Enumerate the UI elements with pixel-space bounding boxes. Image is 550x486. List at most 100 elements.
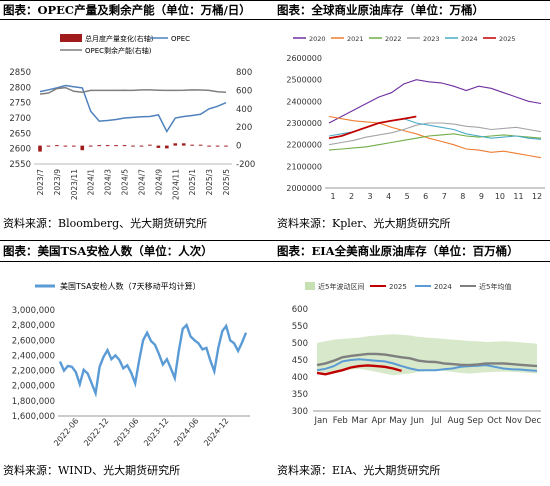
- y-right-tick: 600: [236, 86, 252, 96]
- source-opec: 资料来源：Bloomberg、光大期货研究所: [3, 217, 208, 230]
- x-tick: 12: [532, 192, 542, 201]
- series-line-2022: [328, 133, 542, 151]
- production-change-bar: [55, 145, 59, 147]
- y-left-tick: 2650: [9, 129, 31, 139]
- y-tick: 2600000: [286, 54, 322, 63]
- production-change-bar: [224, 145, 228, 147]
- x-tick: 11: [513, 192, 523, 201]
- x-tick: 2024/1: [87, 169, 96, 196]
- x-tick: 2022-12: [82, 417, 110, 448]
- source-eia: 资料来源：EIA、光大期货研究所: [277, 464, 441, 477]
- x-tick: Mar: [352, 416, 369, 426]
- y-left-tick: 2800: [9, 83, 31, 93]
- chart-eia: 近5年波动区间 2025 2024 近5年均值 600 550 500 450 400 350 3…: [292, 282, 542, 426]
- x-tick: 2024/9: [154, 169, 163, 196]
- production-change-bar: [114, 145, 118, 147]
- y-left-tick: 2850: [9, 68, 31, 78]
- y-tick: 2300000: [286, 119, 322, 128]
- line-2025: [316, 364, 402, 376]
- production-change-bar: [88, 145, 93, 147]
- y-tick: 300: [292, 407, 308, 417]
- x-tick: 10: [495, 192, 505, 201]
- source-global-inventory: 资料来源：Kpler、光大期货研究所: [277, 217, 451, 230]
- x-tick: 2025/3: [205, 169, 214, 196]
- x-tick: 2025/5: [222, 169, 231, 196]
- x-tick: Dec: [525, 416, 542, 426]
- y-left-tick: 2700: [9, 114, 31, 124]
- legend-label: 2022: [385, 35, 402, 43]
- x-tick: Jun: [410, 416, 424, 426]
- x-tick: 7: [442, 192, 447, 201]
- x-tick: Apr: [371, 416, 386, 426]
- legend-label: 近5年波动区间: [318, 282, 364, 291]
- y-tick: 2,200,000: [12, 367, 55, 377]
- production-change-bar: [63, 145, 68, 147]
- x-tick: 2023-06: [112, 417, 140, 448]
- legend-bar-label: 总月度产量变化(右轴): [85, 34, 154, 43]
- production-change-bar: [80, 145, 85, 151]
- chart-title-opec: 图表：OPEC产量及剩余产能（单位：万桶/日）: [3, 3, 251, 17]
- top-rule: [0, 0, 550, 1]
- x-tick: 2023-12: [142, 417, 170, 448]
- production-change-bar: [139, 145, 144, 147]
- legend-tsa-label: 美国TSA安检人数（7天移动平均计算）: [60, 281, 201, 291]
- x-tick: 9: [479, 192, 484, 201]
- y-left-tick: 2750: [9, 99, 31, 109]
- mid-rule: [0, 240, 550, 241]
- chart-title-tsa: 图表：美国TSA安检人数（单位：人次）: [3, 244, 213, 258]
- x-tick: 2025/1: [188, 169, 197, 196]
- x-tick: 2023/9: [53, 169, 62, 196]
- x-tick: May: [389, 416, 407, 426]
- x-tick: 2: [349, 192, 354, 201]
- chart-opec: 总月度产量变化(右轴) OPEC OPEC剩余产能(右轴) 2850 2800 27…: [9, 34, 255, 200]
- header-row-bottom: 图表：美国TSA安检人数（单位：人次） 图表：EIA全美商业原油库存（单位：百万…: [0, 241, 550, 261]
- production-change-bar: [105, 145, 110, 147]
- chart-tsa: 美国TSA安检人数（7天移动平均计算） 3,000,000 2,800,000 2,…: [12, 281, 250, 448]
- y-tick: 1,800,000: [12, 397, 55, 407]
- legend-label: 2025: [499, 35, 516, 43]
- x-tick: 3: [368, 192, 373, 201]
- series-line-2020: [328, 79, 542, 124]
- y-right-tick: 800: [236, 68, 252, 78]
- spare-capacity-line: [39, 86, 227, 95]
- x-tick: 2024/5: [121, 169, 130, 196]
- production-change-bar: [156, 145, 161, 148]
- production-change-bar: [181, 143, 186, 146]
- y-tick: 2,000,000: [12, 382, 55, 392]
- x-tick: Sep: [467, 416, 483, 426]
- y-tick: 2,600,000: [12, 336, 55, 346]
- y-right-tick: 0: [236, 142, 241, 152]
- production-change-bar: [122, 145, 127, 147]
- x-tick: 5: [405, 192, 410, 201]
- x-tick: Nov: [505, 416, 522, 426]
- production-change-bar: [207, 145, 211, 147]
- y-tick: 550: [292, 322, 308, 332]
- chart-global-inventory: 2020 2021 2022 2023 2024 2025 2600000 2500000 2…: [286, 35, 545, 201]
- production-change-bar: [38, 145, 42, 152]
- y-right-tick: 200: [236, 123, 252, 133]
- x-tick: Jul: [431, 416, 442, 426]
- x-tick: 2024/11: [171, 169, 180, 200]
- y-right-tick: 400: [236, 105, 252, 115]
- y-tick: 2400000: [286, 97, 322, 106]
- legend-label: 2024: [461, 35, 478, 43]
- x-tick: 2022-06: [52, 417, 80, 448]
- header-row-top: 图表：OPEC产量及剩余产能（单位：万桶/日） 图表：全球商业原油库存（单位：万…: [0, 0, 550, 20]
- five-year-average-line: [316, 352, 538, 368]
- x-tick: 1: [330, 192, 335, 201]
- legend-label: 近5年均值: [479, 282, 511, 291]
- y-tick: 2100000: [286, 162, 322, 171]
- opec-legend: 总月度产量变化(右轴) OPEC OPEC剩余产能(右轴): [60, 34, 190, 55]
- production-change-bar: [46, 145, 51, 147]
- production-change-bar: [148, 144, 152, 146]
- legend-bar-swatch: [60, 34, 82, 42]
- legend-swatch: [305, 282, 315, 290]
- production-change-bar: [198, 144, 203, 146]
- y-tick: 350: [292, 390, 308, 400]
- series-line-2023: [328, 122, 542, 146]
- production-change-bar: [190, 144, 194, 146]
- x-tick: 2024/3: [104, 169, 113, 196]
- y-tick: 450: [292, 356, 308, 366]
- legend-label: 2024: [434, 283, 452, 291]
- production-change-bar: [173, 143, 178, 146]
